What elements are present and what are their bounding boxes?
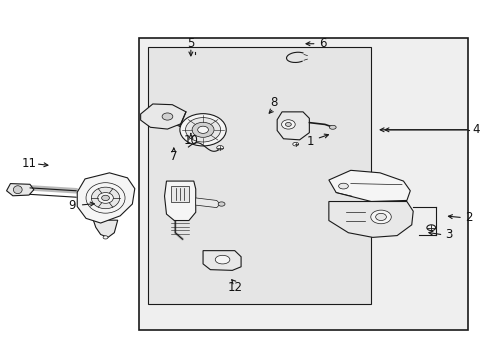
Ellipse shape	[197, 126, 208, 134]
Ellipse shape	[180, 114, 226, 146]
Text: 5: 5	[187, 37, 194, 50]
Text: 9: 9	[68, 199, 76, 212]
Ellipse shape	[13, 186, 22, 194]
Ellipse shape	[86, 183, 125, 213]
Text: 1: 1	[306, 135, 313, 148]
Text: 10: 10	[183, 134, 198, 147]
Text: 12: 12	[227, 281, 242, 294]
Ellipse shape	[192, 122, 214, 137]
Text: 6: 6	[318, 37, 325, 50]
Text: 2: 2	[464, 211, 471, 224]
Ellipse shape	[103, 236, 108, 239]
Text: 4: 4	[471, 123, 479, 136]
Bar	[139, 39, 467, 330]
Ellipse shape	[215, 255, 229, 264]
Ellipse shape	[185, 118, 220, 142]
Ellipse shape	[218, 202, 224, 206]
Text: 7: 7	[170, 150, 177, 163]
Ellipse shape	[281, 120, 295, 129]
Polygon shape	[6, 184, 34, 196]
Polygon shape	[93, 220, 118, 237]
Ellipse shape	[216, 145, 223, 150]
Ellipse shape	[162, 113, 172, 120]
Ellipse shape	[375, 213, 386, 221]
Text: 3: 3	[445, 228, 452, 241]
Ellipse shape	[91, 187, 120, 209]
Ellipse shape	[98, 193, 113, 203]
Polygon shape	[141, 104, 185, 129]
Ellipse shape	[338, 183, 347, 189]
Bar	[148, 47, 370, 304]
Ellipse shape	[329, 125, 335, 129]
Ellipse shape	[285, 122, 291, 126]
Polygon shape	[328, 202, 412, 237]
Ellipse shape	[370, 210, 390, 224]
Polygon shape	[328, 170, 409, 202]
Bar	[171, 186, 188, 202]
Polygon shape	[195, 198, 220, 208]
Text: 8: 8	[269, 96, 277, 109]
Text: 11: 11	[21, 157, 37, 170]
Polygon shape	[164, 181, 195, 221]
Polygon shape	[77, 173, 135, 223]
Ellipse shape	[292, 142, 298, 146]
Ellipse shape	[426, 225, 435, 230]
Polygon shape	[203, 251, 241, 270]
Ellipse shape	[102, 195, 109, 201]
Polygon shape	[277, 112, 309, 140]
